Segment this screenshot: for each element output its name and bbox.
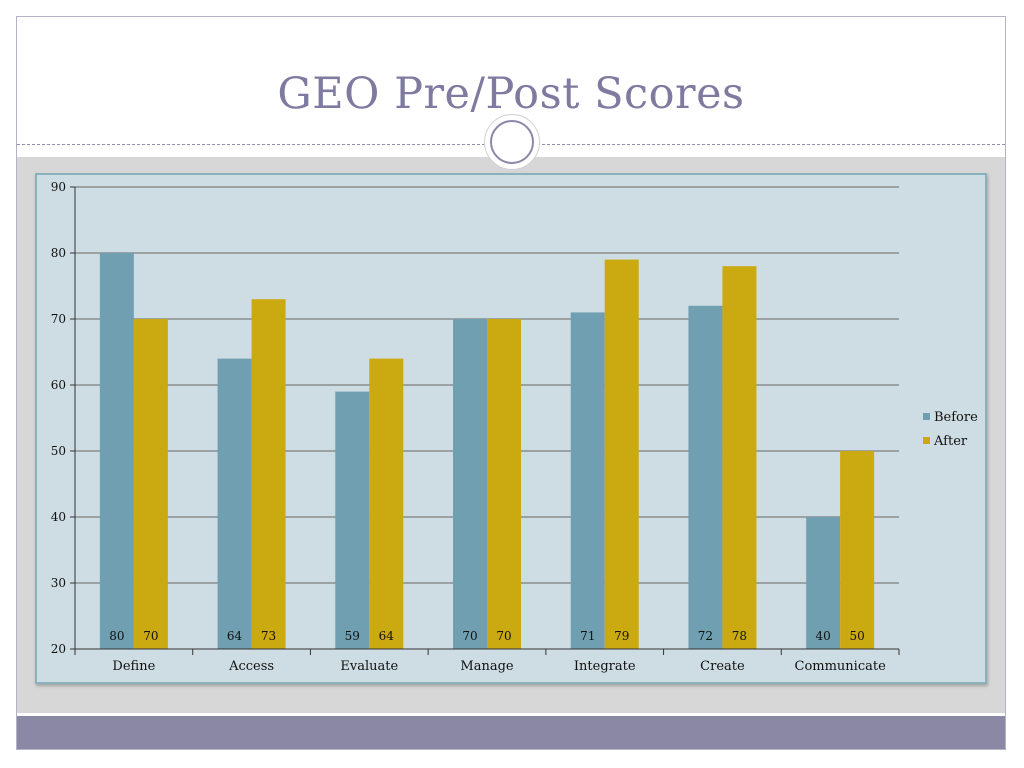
data-label-before: 70 xyxy=(462,629,477,643)
data-label-before: 71 xyxy=(580,629,595,643)
data-label-before: 64 xyxy=(227,629,243,643)
data-label-before: 40 xyxy=(816,629,831,643)
legend-label-after: After xyxy=(933,434,968,449)
bar-after-integrate xyxy=(604,259,639,649)
bar-before-evaluate xyxy=(335,391,370,649)
bar-before-communicate xyxy=(806,517,841,649)
x-tick-label: Define xyxy=(112,659,155,674)
x-tick-label: Communicate xyxy=(795,659,887,674)
data-label-before: 80 xyxy=(109,629,124,643)
x-tick-label: Access xyxy=(228,659,274,674)
data-label-after: 79 xyxy=(614,629,629,643)
circle-ornament-icon xyxy=(484,114,540,170)
y-tick-label: 60 xyxy=(51,378,66,392)
bars xyxy=(99,253,875,649)
data-label-after: 50 xyxy=(850,629,865,643)
chart-panel: 80 70 64 73 59 64 70 70 71 79 72 78 40 50 20 30 40 50 60 7… xyxy=(35,173,987,684)
bar-after-define xyxy=(133,319,168,649)
bar-before-manage xyxy=(453,319,487,649)
data-label-after: 70 xyxy=(143,629,158,643)
legend-swatch-before xyxy=(923,413,930,420)
x-tick-label: Create xyxy=(700,659,745,674)
y-tick-label: 80 xyxy=(51,246,66,260)
data-labels: 80 70 64 73 59 64 70 70 71 79 72 78 40 50 xyxy=(109,629,865,643)
y-tick-label: 70 xyxy=(51,312,66,326)
y-tick-label: 40 xyxy=(51,510,66,524)
y-tick-label: 50 xyxy=(51,444,66,458)
x-tick-label: Evaluate xyxy=(340,659,398,674)
bar-after-manage xyxy=(487,319,521,649)
y-tick-label: 20 xyxy=(51,642,66,656)
bar-before-create xyxy=(688,305,723,649)
legend: Before After xyxy=(923,410,978,449)
y-tick-label: 30 xyxy=(51,576,66,590)
bar-after-evaluate xyxy=(369,358,404,649)
axes: 20 30 40 50 60 70 80 90 Define Access Evaluate Mana… xyxy=(51,180,900,674)
x-tick-label: Manage xyxy=(460,659,514,674)
bar-chart: 80 70 64 73 59 64 70 70 71 79 72 78 40 50 20 30 40 50 60 7… xyxy=(51,180,978,674)
x-tick-label: Integrate xyxy=(574,659,636,674)
bar-before-define xyxy=(99,253,134,649)
data-label-after: 78 xyxy=(732,629,747,643)
slide: GEO Pre/Post Scores 80 70 64 73 59 64 70 70 71 79… xyxy=(16,16,1006,750)
y-tick-label: 90 xyxy=(51,180,66,194)
ornament-ring xyxy=(490,120,534,164)
data-label-after: 73 xyxy=(261,629,276,643)
bar-before-integrate xyxy=(570,312,605,649)
data-label-after: 70 xyxy=(496,629,511,643)
data-label-before: 72 xyxy=(698,629,713,643)
legend-swatch-after xyxy=(923,437,930,444)
footer-bar xyxy=(17,716,1005,749)
data-label-after: 64 xyxy=(379,629,395,643)
data-label-before: 59 xyxy=(345,629,360,643)
slide-title: GEO Pre/Post Scores xyxy=(277,69,745,119)
bar-after-create xyxy=(722,266,757,649)
bar-before-access xyxy=(217,358,252,649)
legend-label-before: Before xyxy=(934,410,978,425)
bar-after-access xyxy=(251,299,286,649)
bar-after-communicate xyxy=(840,451,875,649)
